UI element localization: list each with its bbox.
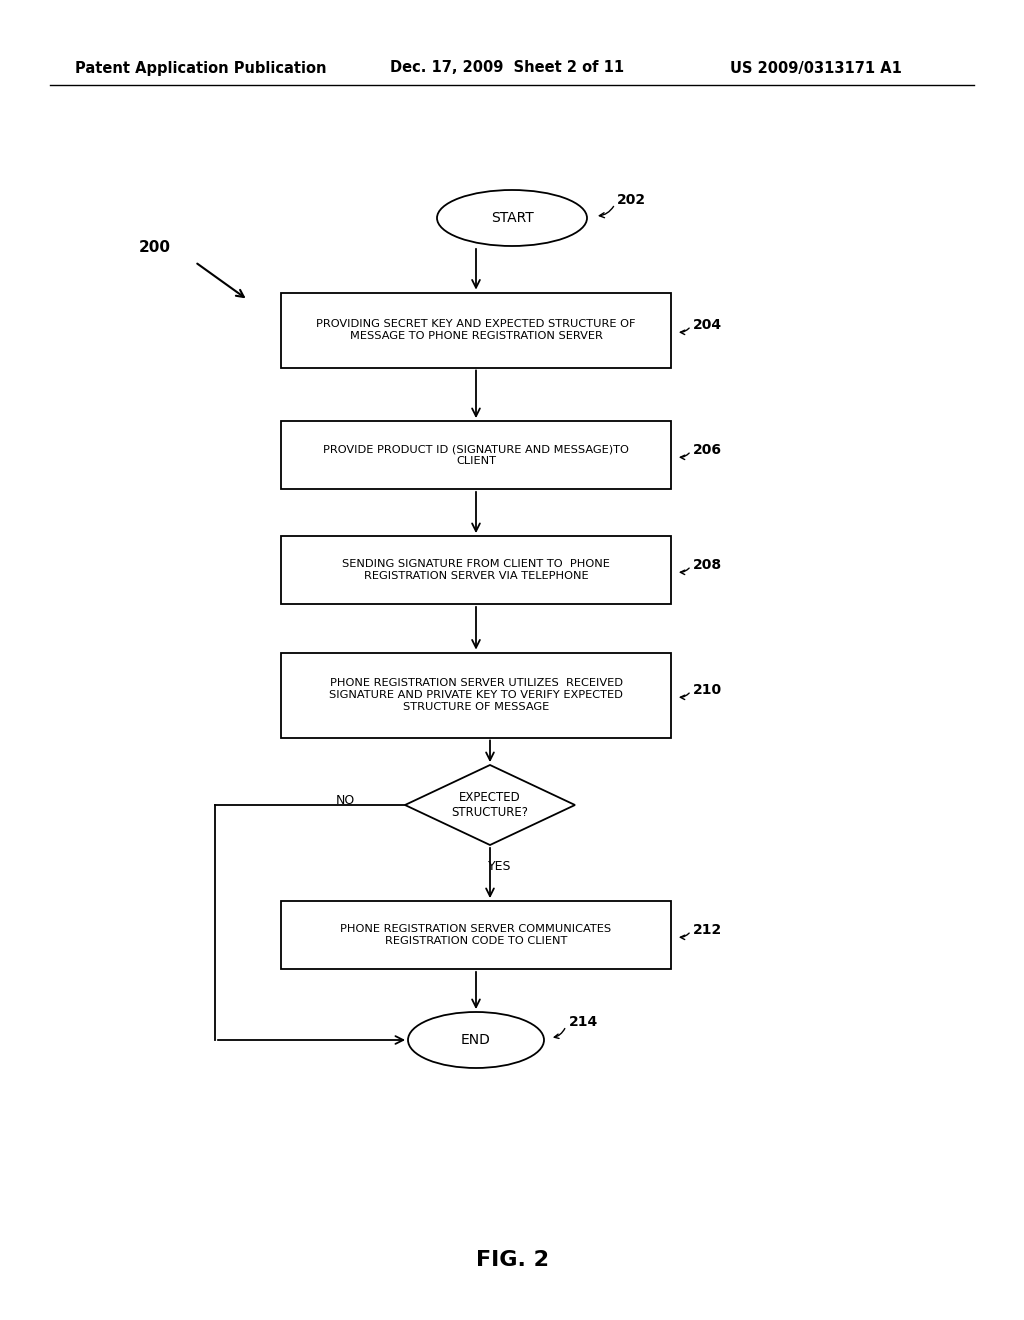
- Bar: [281, 536, 671, 605]
- Text: SENDING SIGNATURE FROM CLIENT TO  PHONE
REGISTRATION SERVER VIA TELEPHONE: SENDING SIGNATURE FROM CLIENT TO PHONE R…: [342, 560, 610, 581]
- Bar: [281, 293, 671, 367]
- Text: 212: 212: [693, 923, 722, 937]
- Text: PROVIDING SECRET KEY AND EXPECTED STRUCTURE OF
MESSAGE TO PHONE REGISTRATION SER: PROVIDING SECRET KEY AND EXPECTED STRUCT…: [316, 319, 636, 341]
- Text: START: START: [490, 211, 534, 224]
- Text: 206: 206: [693, 444, 722, 457]
- Text: 202: 202: [617, 193, 646, 207]
- Text: 208: 208: [693, 558, 722, 572]
- Text: US 2009/0313171 A1: US 2009/0313171 A1: [730, 61, 902, 75]
- Text: 214: 214: [569, 1015, 598, 1030]
- Text: 200: 200: [139, 240, 171, 256]
- Ellipse shape: [437, 190, 587, 246]
- Bar: [281, 652, 671, 738]
- Text: Dec. 17, 2009  Sheet 2 of 11: Dec. 17, 2009 Sheet 2 of 11: [390, 61, 624, 75]
- Ellipse shape: [408, 1012, 544, 1068]
- Text: END: END: [461, 1034, 490, 1047]
- Text: Patent Application Publication: Patent Application Publication: [75, 61, 327, 75]
- Text: PROVIDE PRODUCT ID (SIGNATURE AND MESSAGE)TO
CLIENT: PROVIDE PRODUCT ID (SIGNATURE AND MESSAG…: [323, 445, 629, 466]
- Text: 210: 210: [693, 682, 722, 697]
- Text: PHONE REGISTRATION SERVER UTILIZES  RECEIVED
SIGNATURE AND PRIVATE KEY TO VERIFY: PHONE REGISTRATION SERVER UTILIZES RECEI…: [329, 678, 623, 711]
- Text: FIG. 2: FIG. 2: [475, 1250, 549, 1270]
- Text: YES: YES: [488, 859, 512, 873]
- Text: EXPECTED
STRUCTURE?: EXPECTED STRUCTURE?: [452, 791, 528, 818]
- Polygon shape: [406, 766, 575, 845]
- Bar: [281, 421, 671, 488]
- Bar: [281, 902, 671, 969]
- Text: PHONE REGISTRATION SERVER COMMUNICATES
REGISTRATION CODE TO CLIENT: PHONE REGISTRATION SERVER COMMUNICATES R…: [340, 924, 611, 946]
- Text: NO: NO: [336, 793, 354, 807]
- Text: 204: 204: [693, 318, 722, 333]
